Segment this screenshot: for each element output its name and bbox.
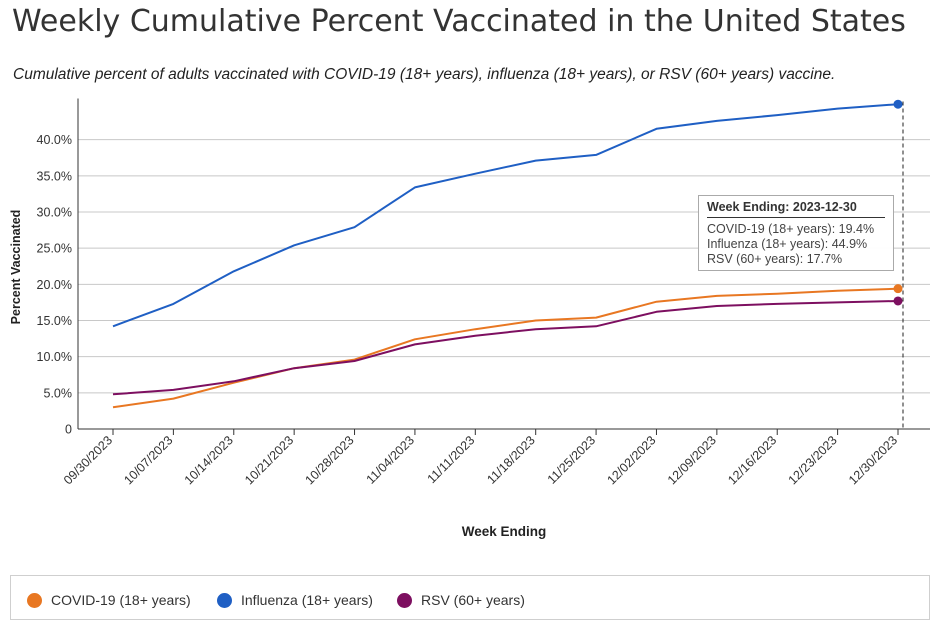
covid-dot-icon [27,592,42,608]
chart-title: Weekly Cumulative Percent Vaccinated in … [12,4,906,39]
x-tick-label: 12/16/2023 [725,433,779,487]
series-lines [112,103,899,409]
series-line-influenza [112,103,899,328]
y-tick-label: 25.0% [37,242,72,256]
x-tick-label: 12/23/2023 [786,433,840,487]
series-marker-covid[interactable] [893,284,903,294]
x-tick-label: 10/21/2023 [242,433,296,487]
hover-tooltip: Week Ending: 2023-12-30 COVID-19 (18+ ye… [698,195,894,271]
series-markers[interactable] [893,99,903,306]
tooltip-row-rsv: RSV (60+ years): 17.7% [707,252,843,266]
y-tick-label: 10.0% [37,350,72,364]
x-tick-label: 10/07/2023 [121,433,175,487]
x-tick-label: 11/11/2023 [425,433,478,486]
legend-item-covid[interactable]: COVID-19 (18+ years) [27,592,191,608]
influenza-dot-icon [217,592,232,608]
x-axis-ticks: 09/30/2023 10/07/2023 10/14/2023 10/21/2023… [61,429,900,487]
series-marker-influenza[interactable] [893,99,903,109]
line-chart: 0 5.0% 10.0% 15.0% 20.0% 25.0% 30.0% 35.0% 40.0%… [9,98,930,539]
x-tick-label: 11/25/2023 [545,433,599,487]
y-tick-label: 15.0% [37,314,72,328]
y-tick-label: 5.0% [44,386,73,400]
x-tick-label: 12/02/2023 [604,433,658,487]
legend-label-covid: COVID-19 (18+ years) [51,592,191,608]
x-tick-label: 12/09/2023 [665,433,719,487]
legend-label-influenza: Influenza (18+ years) [241,592,373,608]
legend-label-rsv: RSV (60+ years) [421,592,525,608]
tooltip-row-covid: COVID-19 (18+ years): 19.4% [707,222,875,236]
x-axis-label: Week Ending [462,524,547,539]
y-tick-label: 20.0% [37,278,72,292]
series-marker-rsv[interactable] [893,296,903,306]
y-axis-label: Percent Vaccinated [9,210,23,325]
y-tick-label: 40.0% [37,133,72,147]
legend-item-rsv[interactable]: RSV (60+ years) [397,592,525,608]
x-tick-label: 11/04/2023 [364,433,418,487]
y-tick-label: 30.0% [37,206,72,220]
tooltip-header: Week Ending: 2023-12-30 [707,200,885,218]
x-tick-label: 10/14/2023 [182,433,236,487]
x-tick-label: 11/18/2023 [484,433,538,487]
y-tick-label: 35.0% [37,169,72,183]
chart-legend: COVID-19 (18+ years) Influenza (18+ year… [10,575,930,620]
x-tick-label: 12/30/2023 [846,433,900,487]
x-tick-label: 09/30/2023 [61,433,115,487]
x-tick-label: 10/28/2023 [303,433,357,487]
y-tick-label: 0 [65,423,72,437]
chart-subtitle: Cumulative percent of adults vaccinated … [13,66,836,83]
tooltip-row-influenza: Influenza (18+ years): 44.9% [707,237,868,251]
grid-lines [77,98,930,430]
y-axis-ticks: 0 5.0% 10.0% 15.0% 20.0% 25.0% 30.0% 35.0% 40.0% [37,133,73,436]
series-line-covid [112,287,899,409]
series-line-rsv [112,300,899,396]
legend-item-influenza[interactable]: Influenza (18+ years) [217,592,373,608]
rsv-dot-icon [397,592,412,608]
